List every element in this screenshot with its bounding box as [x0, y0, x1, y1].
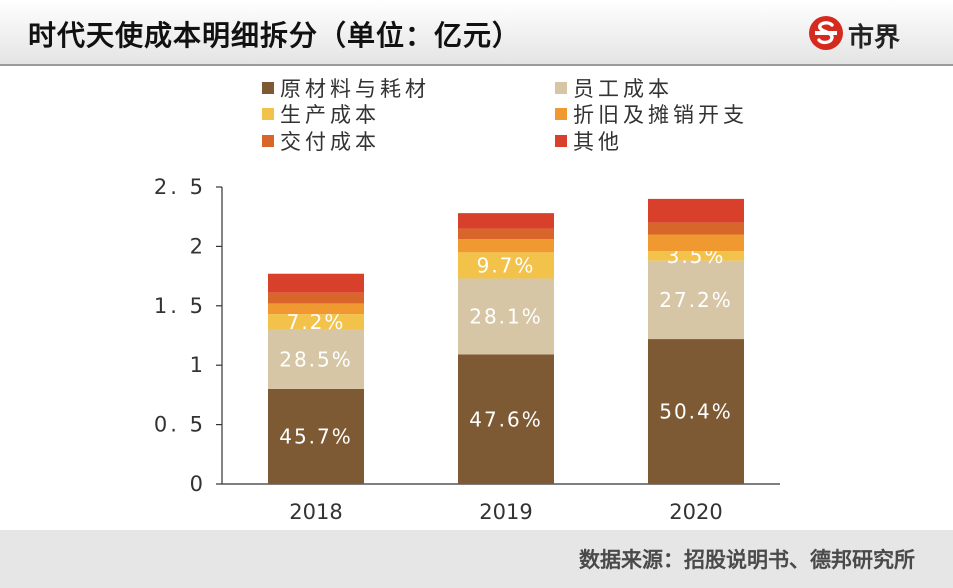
bar-segment	[648, 339, 744, 484]
s-circle-logo-icon	[809, 16, 843, 50]
legend-swatch	[555, 82, 567, 94]
y-tick-label: 2. 5	[154, 175, 206, 199]
data-label: 28.1%	[469, 304, 543, 328]
legend-swatch	[262, 82, 274, 94]
bar-segment	[458, 213, 554, 229]
legend-label: 折旧及摊销开支	[573, 103, 748, 127]
data-label: 27.2%	[659, 288, 733, 312]
data-label: 47.6%	[469, 407, 543, 431]
bar-segment	[458, 239, 554, 253]
page-title: 时代天使成本明细拆分（单位：亿元）	[28, 19, 522, 52]
bar-segment	[268, 314, 364, 330]
legend-swatch	[262, 135, 274, 147]
y-tick-label: 1. 5	[154, 294, 206, 318]
data-label: 28.5%	[279, 347, 353, 371]
brand-name: 市界	[848, 23, 901, 53]
x-tick-label: 2019	[479, 500, 532, 524]
bar-segment	[268, 273, 364, 293]
bar-segment	[458, 354, 554, 484]
y-tick-label: 0	[190, 472, 206, 496]
bar-segment	[648, 251, 744, 261]
stacked-bar-chart: 00. 511. 522. 545.7%28.5%7.2%201847.6%28…	[154, 77, 780, 524]
legend-swatch	[555, 135, 567, 147]
header-bar: 时代天使成本明细拆分（单位：亿元） 市界	[0, 0, 953, 66]
legend-label: 交付成本	[280, 130, 380, 154]
bar-segment	[458, 228, 554, 240]
brand-logo: 市界	[808, 13, 928, 57]
data-label: 9.7%	[477, 253, 536, 277]
y-tick-label: 1	[190, 353, 206, 377]
data-label: 45.7%	[279, 424, 353, 448]
legend-label: 员工成本	[573, 77, 673, 101]
legend-swatch	[262, 108, 274, 120]
x-tick-label: 2020	[669, 500, 722, 524]
legend-label: 原材料与耗材	[280, 77, 430, 101]
footer-bar: 数据来源：招股说明书、德邦研究所	[0, 530, 953, 588]
bar-segment	[648, 234, 744, 252]
y-tick-label: 0. 5	[154, 413, 206, 437]
legend-label: 其他	[573, 130, 623, 154]
bar-segment	[458, 252, 554, 279]
bar-segment	[648, 222, 744, 235]
legend-swatch	[555, 108, 567, 120]
legend-label: 生产成本	[280, 103, 380, 127]
bar-segment	[268, 388, 364, 484]
bar-segment	[268, 329, 364, 389]
bar-segment	[458, 278, 554, 355]
y-tick-label: 2	[190, 234, 206, 258]
data-source: 数据来源：招股说明书、德邦研究所	[579, 548, 915, 572]
bar-segment	[648, 198, 744, 223]
data-label: 50.4%	[659, 400, 733, 424]
bar-segment	[648, 260, 744, 340]
bar-segment	[268, 303, 364, 315]
bar-segment	[268, 292, 364, 304]
x-tick-label: 2018	[289, 500, 342, 524]
